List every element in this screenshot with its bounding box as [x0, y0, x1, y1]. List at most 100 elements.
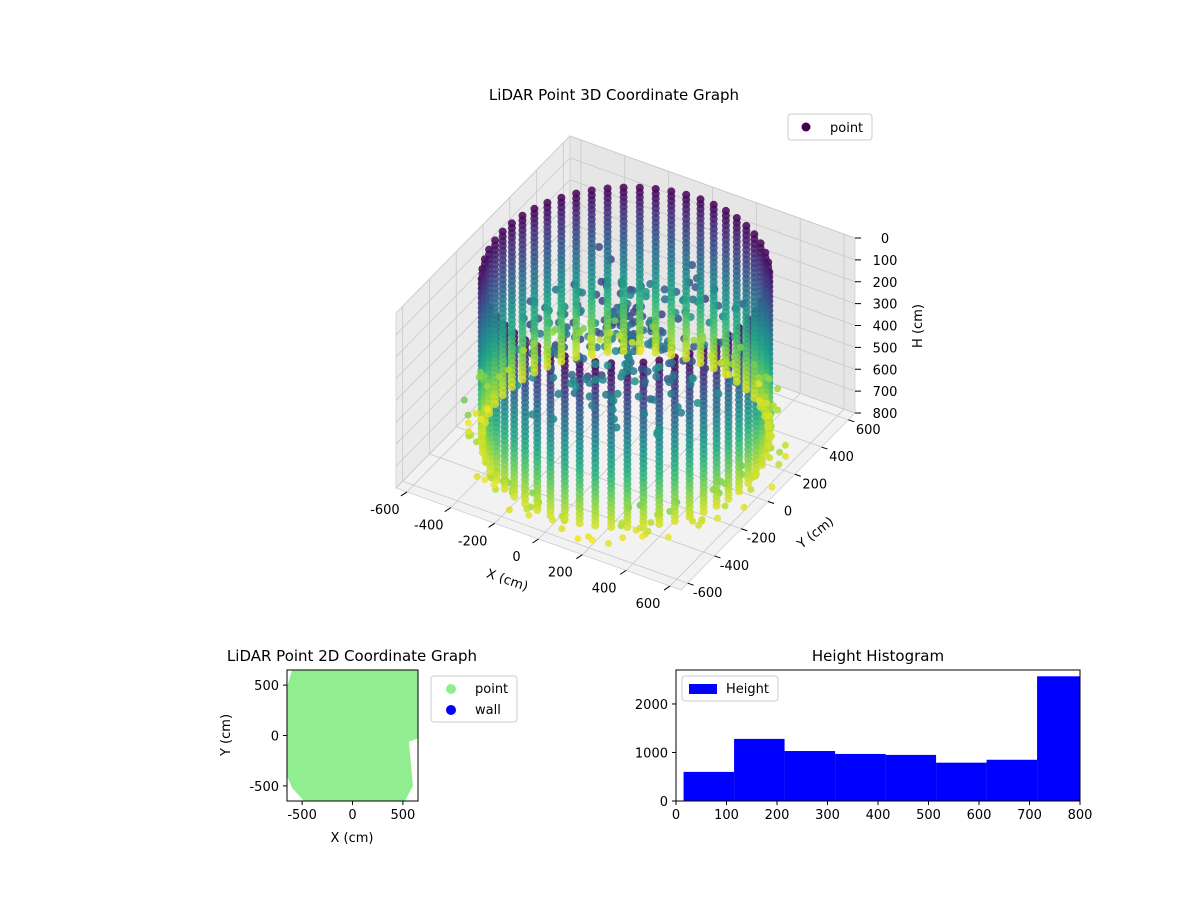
point-3d	[708, 352, 716, 360]
point-cloud-2d	[287, 670, 418, 801]
histogram-bar	[734, 738, 785, 801]
x-tick-3d	[532, 538, 539, 544]
title-histogram: Height Histogram	[812, 647, 944, 665]
histogram-bar	[936, 762, 987, 801]
point-3d	[611, 317, 619, 325]
y-tick-label-3d: -200	[746, 532, 776, 547]
point-3d	[768, 483, 776, 491]
point-3d	[486, 467, 495, 476]
point-3d	[762, 399, 770, 407]
legend-3d-label: point	[830, 121, 863, 136]
y-tick-label-3d: 600	[856, 423, 881, 438]
legend-histogram: Height	[681, 675, 779, 702]
point-3d	[609, 396, 618, 405]
point-3d	[670, 517, 679, 525]
plot-2d: LiDAR Point 2D Coordinate Graph -500 0 500…	[219, 647, 518, 846]
x-tick-3d	[576, 554, 583, 560]
ticks-histogram: 0 100 200 300 400 500 600 700 800 0 1000 2000	[635, 698, 1093, 823]
legend-2d-wall-label: wall	[475, 703, 501, 718]
point-3d	[498, 391, 507, 400]
point-3d	[591, 375, 600, 384]
point-3d	[653, 428, 662, 437]
point-3d	[558, 525, 566, 533]
point-3d	[626, 291, 635, 299]
point-3d	[628, 339, 636, 346]
histogram-bars	[683, 676, 1080, 801]
point-3d	[667, 389, 676, 398]
point-3d	[579, 354, 588, 363]
point-3d	[612, 423, 621, 432]
point-3d	[693, 399, 702, 407]
point-3d	[632, 526, 640, 534]
point-3d	[667, 351, 676, 359]
point-3d	[610, 309, 619, 318]
point-3d	[730, 353, 738, 361]
point-3d	[543, 362, 552, 371]
x-tick-label-hist: 800	[1068, 808, 1093, 823]
x-tick-label-3d: 600	[636, 597, 661, 612]
point-3d	[677, 408, 686, 417]
x-tick-label-3d: -600	[370, 503, 400, 518]
point-3d	[588, 401, 597, 410]
point-3d	[641, 287, 650, 296]
z-tick-label-3d: 500	[873, 341, 898, 356]
x-tick-label-hist: 600	[967, 808, 992, 823]
y-tick-label-3d: 400	[829, 450, 854, 465]
points-2d	[287, 670, 418, 801]
y-tick-3d	[794, 473, 801, 477]
point-3d	[756, 402, 765, 411]
point-3d	[725, 371, 733, 379]
y-tick-3d	[714, 555, 721, 559]
z-tick-label-3d: 100	[873, 254, 898, 269]
point-3d	[500, 484, 509, 493]
point-3d	[735, 487, 744, 496]
x-tick-label-hist: 500	[916, 808, 941, 823]
point-3d	[781, 441, 789, 449]
point-3d	[473, 472, 481, 480]
point-3d	[481, 476, 489, 484]
point-3d	[764, 441, 773, 450]
point-3d	[755, 380, 763, 388]
point-3d	[667, 358, 676, 367]
point-3d	[549, 415, 558, 424]
title-2d: LiDAR Point 2D Coordinate Graph	[227, 647, 477, 665]
point-3d	[660, 285, 669, 294]
point-3d	[585, 378, 594, 387]
point-3d	[605, 540, 612, 547]
legend-hist-swatch	[689, 684, 717, 694]
point-3d	[755, 374, 763, 381]
point-3d	[698, 517, 706, 525]
z-tick-label-3d: 700	[873, 385, 898, 400]
x-tick-3d	[488, 522, 495, 528]
point-3d	[598, 375, 607, 384]
point-3d	[507, 382, 516, 391]
y-tick-3d	[767, 501, 775, 504]
x-tick-label-2d: 500	[390, 808, 415, 823]
point-3d	[596, 336, 604, 344]
legend-2d-point-marker	[446, 684, 456, 694]
ticks-2d: -500 0 500 -500 0 500	[249, 679, 415, 823]
point-3d	[690, 342, 699, 351]
point-3d	[585, 392, 594, 401]
point-3d	[621, 360, 630, 369]
point-3d	[630, 377, 639, 386]
point-3d	[464, 411, 472, 419]
point-3d	[765, 375, 773, 383]
point-3d	[755, 397, 763, 404]
plot-3d: LiDAR Point 3D Coordinate Graph -600 -400…	[370, 86, 926, 612]
point-3d	[491, 400, 500, 408]
point-3d	[587, 319, 595, 327]
x-tick-label-hist: 300	[815, 808, 840, 823]
point-3d	[623, 523, 632, 532]
point-3d	[696, 358, 705, 367]
x-tick-3d	[400, 491, 408, 497]
point-3d	[606, 329, 614, 337]
point-3d	[699, 336, 707, 344]
point-3d	[649, 323, 657, 331]
point-3d	[661, 295, 669, 304]
point-3d	[673, 402, 682, 411]
point-3d	[549, 373, 558, 382]
point-3d	[478, 428, 487, 437]
point-3d	[521, 499, 530, 508]
plot-histogram: Height Histogram 0 100 200 300 400 500 600 700 8…	[635, 647, 1093, 823]
